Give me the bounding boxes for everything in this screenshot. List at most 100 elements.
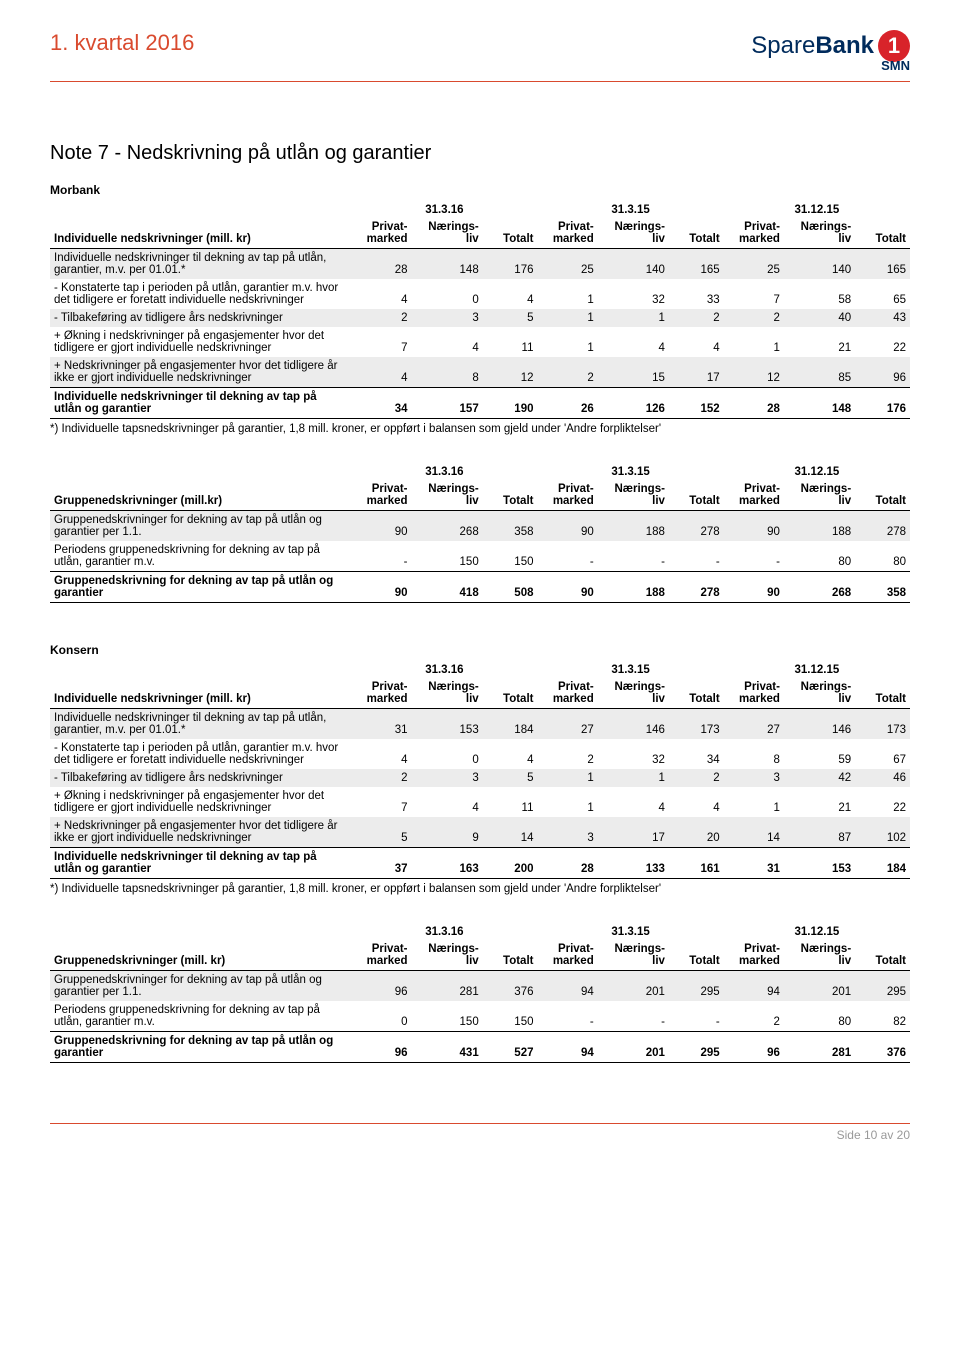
row-label: Gruppenedskrivninger for dekning av tap … xyxy=(50,971,351,1002)
logo-smn: SMN xyxy=(751,58,910,73)
cell: 9 xyxy=(412,817,483,848)
cell: 281 xyxy=(784,1032,855,1063)
table-row: Gruppenedskrivninger for dekning av tap … xyxy=(50,971,910,1002)
period-header: 31.3.15 xyxy=(537,923,723,940)
cell: 188 xyxy=(784,511,855,542)
cell: 31 xyxy=(724,848,784,879)
cell: 42 xyxy=(784,769,855,787)
period-header: 31.3.16 xyxy=(351,463,537,480)
row-label: - Konstaterte tap i perioden på utlån, g… xyxy=(50,279,351,309)
logo: SpareBank 1 SMN xyxy=(751,30,910,73)
col-privat: Privat-marked xyxy=(537,678,597,709)
row-label: Gruppenedskrivning for dekning av tap på… xyxy=(50,572,351,603)
cell: 94 xyxy=(537,971,597,1002)
row-label: + Økning i nedskrivninger på engasjement… xyxy=(50,327,351,357)
cell: 4 xyxy=(598,327,669,357)
col-naerings: Nærings-liv xyxy=(412,940,483,971)
cell: 188 xyxy=(598,511,669,542)
cell: 184 xyxy=(855,848,910,879)
cell: 153 xyxy=(784,848,855,879)
col-totalt: Totalt xyxy=(669,480,724,511)
cell: 90 xyxy=(537,511,597,542)
row-label: - Tilbakeføring av tidligere års nedskri… xyxy=(50,309,351,327)
cell: 7 xyxy=(351,787,411,817)
page-footer: Side 10 av 20 xyxy=(50,1123,910,1142)
row-label: Individuelle nedskrivninger til dekning … xyxy=(50,388,351,419)
col-naerings: Nærings-liv xyxy=(598,480,669,511)
cell: 358 xyxy=(483,511,538,542)
cell: 188 xyxy=(598,572,669,603)
col-privat: Privat-marked xyxy=(537,218,597,249)
period-header: 31.12.15 xyxy=(724,923,910,940)
cell: 31 xyxy=(351,709,411,740)
cell: 190 xyxy=(483,388,538,419)
col-naerings: Nærings-liv xyxy=(412,480,483,511)
cell: 431 xyxy=(412,1032,483,1063)
col-naerings: Nærings-liv xyxy=(412,678,483,709)
cell: 85 xyxy=(784,357,855,388)
col-totalt: Totalt xyxy=(669,218,724,249)
konsern-label: Konsern xyxy=(50,643,910,657)
cell: 184 xyxy=(483,709,538,740)
cell: 150 xyxy=(412,541,483,572)
period-header: 31.3.15 xyxy=(537,201,723,218)
cell: 148 xyxy=(412,249,483,280)
morbank-label: Morbank xyxy=(50,183,910,197)
cell: 1 xyxy=(598,309,669,327)
col-privat: Privat-marked xyxy=(724,218,784,249)
cell: 358 xyxy=(855,572,910,603)
cell: - xyxy=(598,541,669,572)
table-caption: Individuelle nedskrivninger (mill. kr) xyxy=(50,218,351,249)
col-naerings: Nærings-liv xyxy=(598,940,669,971)
col-totalt: Totalt xyxy=(483,678,538,709)
cell: 200 xyxy=(483,848,538,879)
cell: 148 xyxy=(784,388,855,419)
col-privat: Privat-marked xyxy=(351,678,411,709)
cell: 150 xyxy=(412,1001,483,1032)
cell: 14 xyxy=(724,817,784,848)
morbank-group-table: 31.3.1631.3.1531.12.15Gruppenedskrivning… xyxy=(50,463,910,603)
cell: 150 xyxy=(483,1001,538,1032)
row-label: + Nedskrivninger på engasjementer hvor d… xyxy=(50,817,351,848)
cell: - xyxy=(669,1001,724,1032)
row-label: Periodens gruppenedskrivning for dekning… xyxy=(50,541,351,572)
cell: 87 xyxy=(784,817,855,848)
table-row: Gruppenedskrivning for dekning av tap på… xyxy=(50,572,910,603)
table-row: + Nedskrivninger på engasjementer hvor d… xyxy=(50,817,910,848)
cell: 173 xyxy=(855,709,910,740)
logo-text: SpareBank xyxy=(751,32,874,60)
cell: 4 xyxy=(412,787,483,817)
header-divider xyxy=(50,81,910,82)
table-row: - Konstaterte tap i perioden på utlån, g… xyxy=(50,279,910,309)
cell: 295 xyxy=(855,971,910,1002)
cell: 40 xyxy=(784,309,855,327)
col-privat: Privat-marked xyxy=(351,218,411,249)
cell: 12 xyxy=(483,357,538,388)
cell: 90 xyxy=(724,572,784,603)
col-totalt: Totalt xyxy=(483,218,538,249)
cell: 1 xyxy=(537,327,597,357)
cell: 80 xyxy=(784,541,855,572)
cell: 4 xyxy=(598,787,669,817)
table-caption: Gruppenedskrivninger (mill. kr) xyxy=(50,940,351,971)
cell: 140 xyxy=(784,249,855,280)
col-totalt: Totalt xyxy=(669,678,724,709)
cell: 1 xyxy=(537,787,597,817)
cell: - xyxy=(598,1001,669,1032)
cell: 28 xyxy=(537,848,597,879)
cell: 90 xyxy=(351,511,411,542)
cell: 173 xyxy=(669,709,724,740)
table-row: + Økning i nedskrivninger på engasjement… xyxy=(50,787,910,817)
col-privat: Privat-marked xyxy=(351,480,411,511)
cell: 90 xyxy=(537,572,597,603)
cell: 418 xyxy=(412,572,483,603)
period-header: 31.12.15 xyxy=(724,661,910,678)
cell: 4 xyxy=(483,279,538,309)
col-naerings: Nærings-liv xyxy=(598,678,669,709)
cell: 7 xyxy=(724,279,784,309)
cell: 7 xyxy=(351,327,411,357)
cell: 5 xyxy=(351,817,411,848)
cell: 0 xyxy=(412,739,483,769)
cell: 295 xyxy=(669,971,724,1002)
col-privat: Privat-marked xyxy=(537,940,597,971)
